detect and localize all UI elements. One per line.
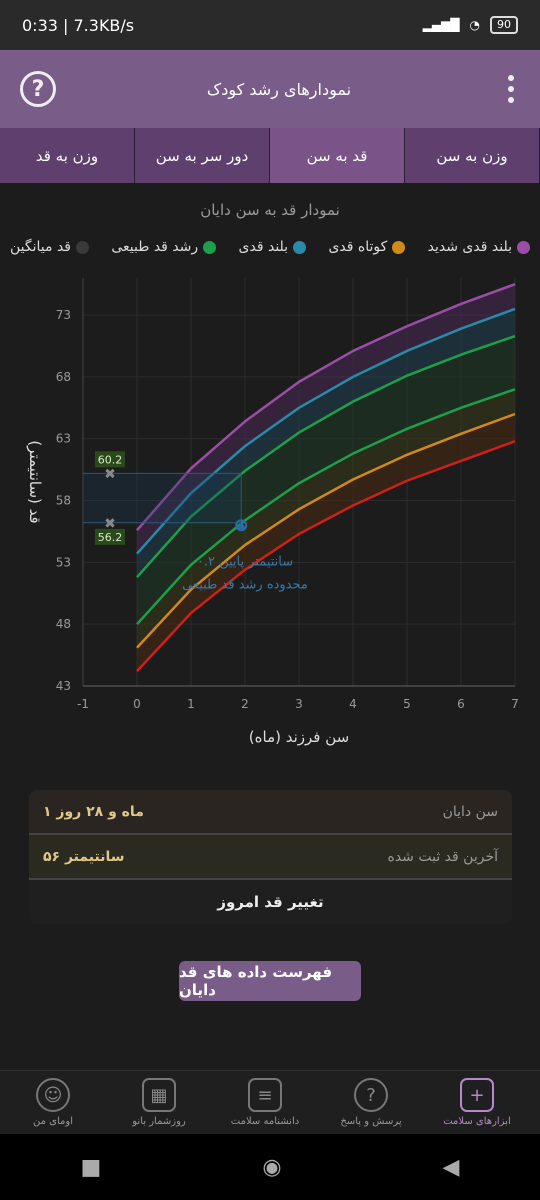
y-tick-label: 73 [56, 308, 71, 322]
y-tick-label: 58 [56, 494, 71, 508]
user-icon: ☺ [36, 1078, 70, 1112]
page-title: نمودارهای رشد کودک [206, 79, 352, 99]
series-line [136, 388, 516, 626]
chart-area: نمودار قد به سن دایان بلند قدی شدید کوتا… [0, 183, 540, 763]
home-icon[interactable]: ◉ [262, 1154, 282, 1180]
x-tick-label: 2 [241, 697, 249, 711]
battery-icon: 90 [490, 16, 518, 34]
marker-point: ✖ [104, 516, 116, 532]
legend-item: رشد قد طبیعی [111, 239, 217, 255]
measurement-arrow [236, 521, 247, 530]
y-axis-label: قد (سانتیمتر) [26, 440, 44, 523]
age-value: ۱ ماه و ۲۸ روز [43, 803, 144, 820]
nav-profile[interactable]: ☺ اومای من [14, 1078, 92, 1127]
x-tick-label: 5 [403, 697, 411, 711]
legend-item: قد میانگین [10, 239, 89, 255]
legend-item: کوتاه قدی [328, 239, 406, 255]
y-tick-label: 48 [56, 617, 71, 631]
age-label: سن دایان [442, 803, 498, 820]
y-tick-label: 43 [56, 679, 71, 693]
measurement-point [235, 519, 248, 532]
measurement-note: محدوده رشد قد طبیعی [182, 577, 308, 592]
question-bubble-icon: ? [354, 1078, 388, 1112]
medical-kit-icon: + [460, 1078, 494, 1112]
band-fill [137, 336, 515, 625]
height-row: آخرین قد ثبت شده ۵۶ سانتیمتر [29, 835, 512, 880]
marker-badge [95, 451, 125, 468]
height-list-button[interactable]: فهرست داده های قد دایان [179, 961, 361, 1001]
band-fill [137, 308, 515, 578]
marker-label: 60.2 [98, 453, 123, 466]
marker-badge [95, 528, 125, 545]
legend-dot [76, 240, 89, 254]
app-bar: ? نمودارهای رشد کودک [0, 50, 540, 128]
height-label: آخرین قد ثبت شده [387, 848, 499, 865]
age-row: سن دایان ۱ ماه و ۲۸ روز [29, 790, 512, 835]
system-nav: ■ ◉ ◀ [0, 1134, 540, 1200]
calendar-icon: ▦ [142, 1078, 176, 1112]
x-axis-label: سن فرزند (ماه) [249, 728, 349, 746]
wifi-icon: ◔ [469, 18, 480, 32]
band-fill [137, 389, 515, 648]
x-tick-label: 3 [295, 697, 303, 711]
nav-encyclopedia[interactable]: ≡ دانشنامه سلامت [226, 1078, 304, 1127]
legend-dot [203, 240, 217, 254]
y-tick-label: 63 [56, 432, 71, 446]
more-menu-icon[interactable] [502, 75, 520, 103]
help-icon[interactable]: ? [20, 71, 56, 107]
series-line [136, 440, 516, 673]
recent-apps-icon[interactable]: ■ [80, 1154, 102, 1180]
legend-dot [392, 240, 406, 254]
x-tick-label: 0 [133, 697, 141, 711]
chart-legend: بلند قدی شدید کوتاه قدی بلند قدی رشد قد … [10, 239, 530, 255]
band-fill [137, 414, 515, 672]
info-card: سن دایان ۱ ماه و ۲۸ روز آخرین قد ثبت شده… [29, 790, 512, 924]
legend-item: بلند قدی شدید [428, 239, 530, 255]
book-icon: ≡ [248, 1078, 282, 1112]
signal-icon: ▂▄▆█ [422, 18, 460, 32]
marker-label: 56.2 [98, 531, 123, 544]
tab-head-age[interactable]: دور سر به سن [135, 128, 270, 183]
tab-weight-age[interactable]: وزن به سن [405, 128, 540, 183]
status-bar: 0:33 | 7.3KB/s ▂▄▆█ ◔ 90 [0, 0, 540, 50]
x-tick-label: 4 [349, 697, 357, 711]
legend-dot [516, 240, 530, 254]
x-tick-label: 7 [511, 697, 519, 711]
tab-weight-height[interactable]: وزن به قد [0, 128, 135, 183]
legend-dot [293, 240, 307, 254]
series-line [136, 283, 516, 532]
y-tick-label: 53 [56, 555, 71, 569]
bottom-nav: + ابزارهای سلامت ? پرسش و پاسخ ≡ دانشنام… [0, 1070, 540, 1134]
tab-height-age[interactable]: قد به سن [270, 128, 405, 183]
x-tick-label: 1 [187, 697, 195, 711]
x-tick-label: 6 [457, 697, 465, 711]
change-height-button[interactable]: تغییر قد امروز [29, 880, 512, 924]
marker-point: ✖ [104, 466, 116, 482]
tab-bar: وزن به سن قد به سن دور سر به سن وزن به ق… [0, 128, 540, 183]
series-line [136, 307, 516, 555]
series-line [136, 412, 516, 649]
measurement-note: ۰.۲ سانتیمتر پایین [197, 554, 293, 569]
y-tick-label: 68 [56, 370, 71, 384]
back-icon[interactable]: ◀ [442, 1154, 460, 1180]
nav-qa[interactable]: ? پرسش و پاسخ [332, 1078, 410, 1127]
range-box [83, 473, 242, 523]
nav-calendar[interactable]: ▦ روزشمار بانو [120, 1078, 198, 1127]
status-time: 0:33 | 7.3KB/s [22, 15, 135, 35]
legend-item: بلند قدی [239, 239, 307, 255]
band-fill [137, 284, 515, 554]
series-line [136, 334, 516, 579]
nav-health-tools[interactable]: + ابزارهای سلامت [438, 1078, 516, 1127]
x-tick-label: -1 [77, 697, 89, 711]
height-value: ۵۶ سانتیمتر [43, 848, 125, 865]
chart-title: نمودار قد به سن دایان [200, 201, 340, 219]
